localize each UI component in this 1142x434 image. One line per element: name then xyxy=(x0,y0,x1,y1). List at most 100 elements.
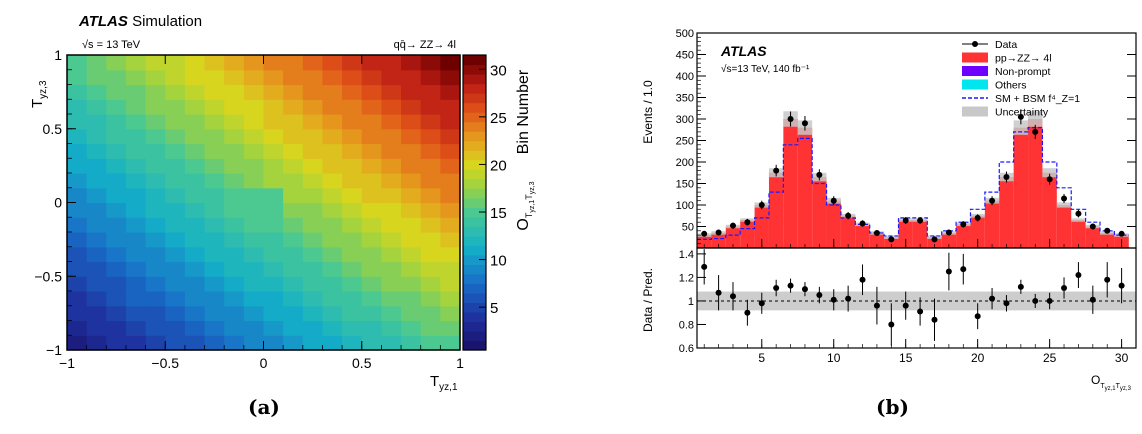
heatmap-cell xyxy=(67,114,88,130)
heatmap-cell xyxy=(125,305,147,322)
heatmap-cell xyxy=(302,335,324,351)
heatmap-cell xyxy=(322,335,343,351)
heatmap-cell xyxy=(86,128,107,145)
heatmap-cell xyxy=(125,217,147,233)
heatmap-cell xyxy=(401,173,422,189)
heatmap-cell xyxy=(381,276,402,292)
colorbar-segment xyxy=(463,112,486,123)
colorbar-segment xyxy=(463,245,486,256)
heatmap-cell xyxy=(342,128,363,145)
caption-a: (a) xyxy=(248,395,280,419)
heatmap-cell xyxy=(86,217,107,233)
heatmap-cell xyxy=(420,143,441,159)
data-point xyxy=(744,219,751,226)
signal-bar xyxy=(869,232,885,248)
heatmap-cell xyxy=(302,202,324,218)
data-point xyxy=(816,171,823,178)
heatmap-cell xyxy=(302,261,324,277)
heatmap-cell xyxy=(302,246,324,263)
ratio-point xyxy=(1003,300,1010,307)
heatmap-cell xyxy=(322,246,343,263)
heatmap-cell xyxy=(440,55,461,71)
heatmap-cell xyxy=(204,291,225,307)
heatmap-cell xyxy=(204,276,225,292)
data-point xyxy=(1046,176,1053,183)
ratio-point xyxy=(773,285,780,291)
heatmap-cell xyxy=(283,246,304,263)
heatmap-cell xyxy=(381,305,402,322)
main-y-tick-label: 400 xyxy=(676,71,694,83)
heatmap-cell xyxy=(342,305,363,322)
heatmap-cell xyxy=(204,320,225,336)
heatmap-cell xyxy=(145,143,166,159)
heatmap-cell xyxy=(125,291,147,307)
signal-bar xyxy=(840,215,856,248)
data-point xyxy=(830,197,837,204)
colorbar-segment xyxy=(463,264,486,275)
signal-bar xyxy=(783,119,798,248)
data-point xyxy=(989,197,996,204)
heatmap-cell xyxy=(283,173,304,189)
heatmap-cell xyxy=(401,99,422,115)
ratio-point xyxy=(801,286,808,293)
data-point xyxy=(1075,210,1082,217)
heatmap-cell xyxy=(283,99,304,115)
ratio-y-tick-label: 1.2 xyxy=(679,272,694,284)
heatmap-cell xyxy=(67,246,88,263)
heatmap-cell xyxy=(283,276,304,292)
heatmap-x-tick-label: −0.5 xyxy=(151,355,179,371)
heatmap-cell xyxy=(86,55,107,71)
heatmap-cell xyxy=(125,114,147,130)
heatmap-cell xyxy=(86,261,107,277)
heatmap-cell xyxy=(243,202,265,218)
heatmap-cell xyxy=(86,320,107,336)
heatmap-cell xyxy=(302,55,324,71)
heatmap-cell xyxy=(145,187,166,204)
heatmap-cell xyxy=(342,232,363,248)
heatmap-cell xyxy=(165,217,186,233)
heatmap-cell xyxy=(184,114,206,130)
ratio-plot-frame xyxy=(696,247,1137,349)
heatmap-cell xyxy=(361,114,382,130)
colorbar-segment xyxy=(463,159,486,170)
heatmap-cell xyxy=(204,55,225,71)
heatmap-cell xyxy=(440,246,461,263)
heatmap-cell xyxy=(145,276,166,292)
heatmap-cell xyxy=(302,187,324,204)
heatmap-cell xyxy=(184,99,206,115)
colorbar-segment xyxy=(463,131,486,142)
heatmap-cell xyxy=(361,128,382,145)
colorbar-segment xyxy=(463,74,486,85)
data-point xyxy=(945,229,952,236)
heatmap-cell xyxy=(401,143,422,159)
legend-label: Non-prompt xyxy=(995,66,1051,78)
heatmap-cell xyxy=(145,69,166,86)
ratio-point xyxy=(715,289,722,296)
heatmap-cell xyxy=(204,128,225,145)
heatmap-cell xyxy=(361,291,382,307)
heatmap-cell xyxy=(67,128,88,145)
ratio-uncertainty-band xyxy=(697,291,1136,311)
signal-bar xyxy=(697,235,712,248)
histogram-panel: 50 100 150 200 250 300 350 400 450 500 0.6 0.8 1 1.2… xyxy=(641,28,1137,392)
heatmap-cell xyxy=(420,261,441,277)
heatmap-cell xyxy=(283,187,304,204)
legend-swatch xyxy=(962,52,988,63)
heatmap-cell xyxy=(342,173,363,189)
heatmap-cell xyxy=(420,99,441,115)
heatmap-cell xyxy=(67,291,88,307)
ratio-point xyxy=(1075,272,1082,279)
signal-bar xyxy=(941,232,957,248)
heatmap-cell xyxy=(322,84,343,100)
heatmap-cell xyxy=(263,55,284,71)
heatmap-y-tick-label: −0.5 xyxy=(34,268,62,284)
heatmap-cell xyxy=(440,320,461,336)
heatmap-cell xyxy=(322,261,343,277)
signal-bar xyxy=(999,177,1014,248)
heatmap-cell xyxy=(440,232,461,248)
heatmap-cell xyxy=(283,291,304,307)
heatmap-cell xyxy=(342,99,363,115)
heatmap-cell xyxy=(361,143,382,159)
heatmap-cell xyxy=(263,291,284,307)
heatmap-cell xyxy=(86,143,107,159)
